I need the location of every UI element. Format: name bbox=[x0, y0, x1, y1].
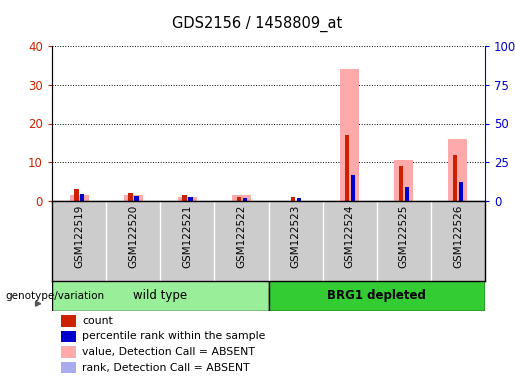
Bar bbox=[61, 315, 76, 327]
Bar bbox=[188, 197, 193, 201]
Bar bbox=[431, 201, 485, 281]
Bar bbox=[243, 198, 247, 201]
Text: GSM122525: GSM122525 bbox=[399, 205, 409, 268]
Text: GSM122519: GSM122519 bbox=[74, 205, 84, 268]
Bar bbox=[268, 281, 485, 311]
Bar bbox=[70, 195, 89, 201]
Bar bbox=[232, 195, 251, 201]
Bar bbox=[459, 182, 464, 201]
Bar bbox=[449, 139, 468, 201]
Bar bbox=[134, 195, 139, 201]
Bar bbox=[214, 201, 268, 281]
Bar bbox=[52, 201, 106, 281]
Bar bbox=[61, 331, 76, 342]
Bar bbox=[453, 154, 457, 201]
Text: GSM122523: GSM122523 bbox=[290, 205, 301, 268]
Bar bbox=[236, 197, 241, 201]
Bar bbox=[290, 197, 295, 201]
Bar bbox=[340, 69, 359, 201]
Bar bbox=[61, 346, 76, 358]
Bar bbox=[52, 281, 268, 311]
Bar bbox=[351, 175, 355, 201]
Text: GSM122520: GSM122520 bbox=[128, 205, 138, 268]
Text: GSM122524: GSM122524 bbox=[345, 205, 355, 268]
Bar bbox=[178, 197, 197, 201]
Text: wild type: wild type bbox=[133, 290, 187, 303]
Text: value, Detection Call = ABSENT: value, Detection Call = ABSENT bbox=[82, 347, 255, 357]
Text: count: count bbox=[82, 316, 113, 326]
Text: GSM122521: GSM122521 bbox=[182, 205, 192, 268]
Text: genotype/variation: genotype/variation bbox=[5, 291, 104, 301]
Bar bbox=[268, 201, 322, 281]
Bar bbox=[106, 201, 160, 281]
Bar bbox=[74, 189, 78, 201]
Bar bbox=[345, 135, 349, 201]
Bar bbox=[160, 201, 214, 281]
Bar bbox=[182, 195, 187, 201]
Text: BRG1 depleted: BRG1 depleted bbox=[328, 290, 426, 303]
Bar bbox=[322, 201, 377, 281]
Text: rank, Detection Call = ABSENT: rank, Detection Call = ABSENT bbox=[82, 362, 250, 372]
Bar bbox=[297, 198, 301, 201]
Bar bbox=[128, 193, 133, 201]
Text: GDS2156 / 1458809_at: GDS2156 / 1458809_at bbox=[173, 16, 342, 32]
Bar bbox=[80, 194, 84, 201]
Text: percentile rank within the sample: percentile rank within the sample bbox=[82, 331, 266, 341]
Bar bbox=[399, 166, 403, 201]
Bar bbox=[124, 195, 143, 201]
Text: GSM122526: GSM122526 bbox=[453, 205, 463, 268]
Bar bbox=[394, 160, 413, 201]
Bar bbox=[61, 362, 76, 373]
Bar bbox=[405, 187, 409, 201]
Bar bbox=[377, 201, 431, 281]
Text: GSM122522: GSM122522 bbox=[236, 205, 247, 268]
